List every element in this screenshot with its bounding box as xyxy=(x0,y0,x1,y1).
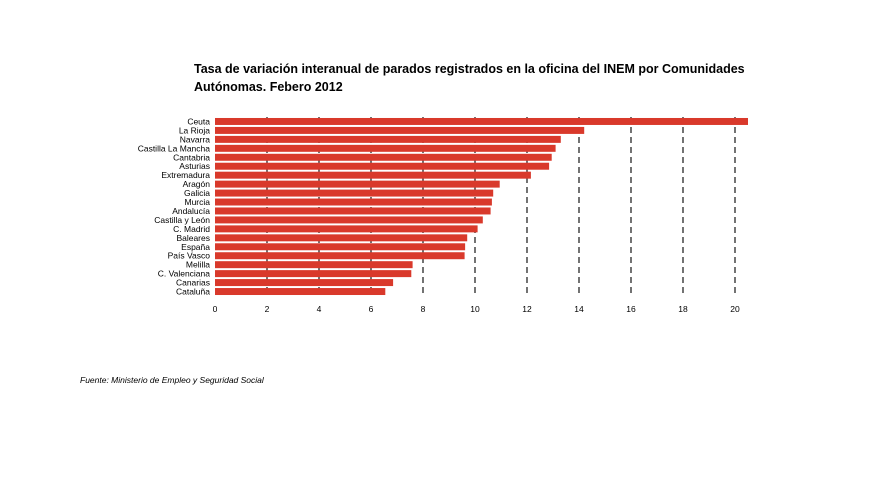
category-label: Aragón xyxy=(183,179,211,189)
x-tick-label: 6 xyxy=(369,304,374,314)
category-label: Melilla xyxy=(186,260,210,270)
x-tick-label: 10 xyxy=(470,304,480,314)
source-note: Fuente: Ministerio de Empleo y Seguridad… xyxy=(80,375,264,385)
bar xyxy=(215,243,466,251)
bar xyxy=(215,126,585,134)
x-tick-label: 18 xyxy=(678,304,688,314)
x-tick-label: 2 xyxy=(265,304,270,314)
category-label: Ceuta xyxy=(187,116,210,126)
category-label: Andalucía xyxy=(172,206,210,216)
bar xyxy=(215,225,478,233)
bar xyxy=(215,135,561,143)
bar xyxy=(215,207,491,215)
bar xyxy=(215,234,468,242)
category-label: Baleares xyxy=(176,233,210,243)
bar xyxy=(215,270,412,278)
category-label: Castilla y León xyxy=(154,215,210,225)
category-label: País Vasco xyxy=(168,251,211,261)
bar xyxy=(215,198,492,206)
x-tick-label: 14 xyxy=(574,304,584,314)
category-label: Asturias xyxy=(179,161,210,171)
x-tick-label: 8 xyxy=(421,304,426,314)
bar xyxy=(215,117,748,125)
x-tick-label: 0 xyxy=(213,304,218,314)
category-label: C. Valenciana xyxy=(158,269,211,279)
bar xyxy=(215,279,394,287)
grid-layer xyxy=(266,117,736,296)
tick-layer: 0 2 4 6 8 10 12 14 16 18 20 xyxy=(213,304,740,314)
category-label: La Rioja xyxy=(179,125,210,135)
category-label: Canarias xyxy=(176,278,210,288)
category-label: Galicia xyxy=(184,188,210,198)
category-label: Murcia xyxy=(184,197,210,207)
bar xyxy=(215,189,494,197)
category-label: Cantabria xyxy=(173,152,210,162)
x-tick-label: 4 xyxy=(317,304,322,314)
bar xyxy=(215,252,465,260)
bar xyxy=(215,162,550,170)
bar xyxy=(215,288,386,296)
bar-layer xyxy=(215,117,748,296)
category-label: Cataluña xyxy=(176,287,210,297)
bar xyxy=(215,171,531,179)
chart-title-line2: Autónomas. Febero 2012 xyxy=(194,80,343,94)
category-label: Navarra xyxy=(180,134,211,144)
bar xyxy=(215,216,483,224)
x-tick-label: 20 xyxy=(730,304,740,314)
chart-title: Tasa de variación interanual de parados … xyxy=(194,60,794,96)
x-tick-label: 12 xyxy=(522,304,532,314)
category-label: Extremadura xyxy=(161,170,210,180)
category-label: C. Madrid xyxy=(173,224,210,234)
bar xyxy=(215,261,413,269)
category-label: España xyxy=(181,242,210,252)
category-label: Castilla La Mancha xyxy=(138,143,211,153)
chart-title-line1: Tasa de variación interanual de parados … xyxy=(194,62,745,76)
bar xyxy=(215,180,500,188)
bar xyxy=(215,153,552,161)
x-tick-label: 16 xyxy=(626,304,636,314)
bar xyxy=(215,144,556,152)
